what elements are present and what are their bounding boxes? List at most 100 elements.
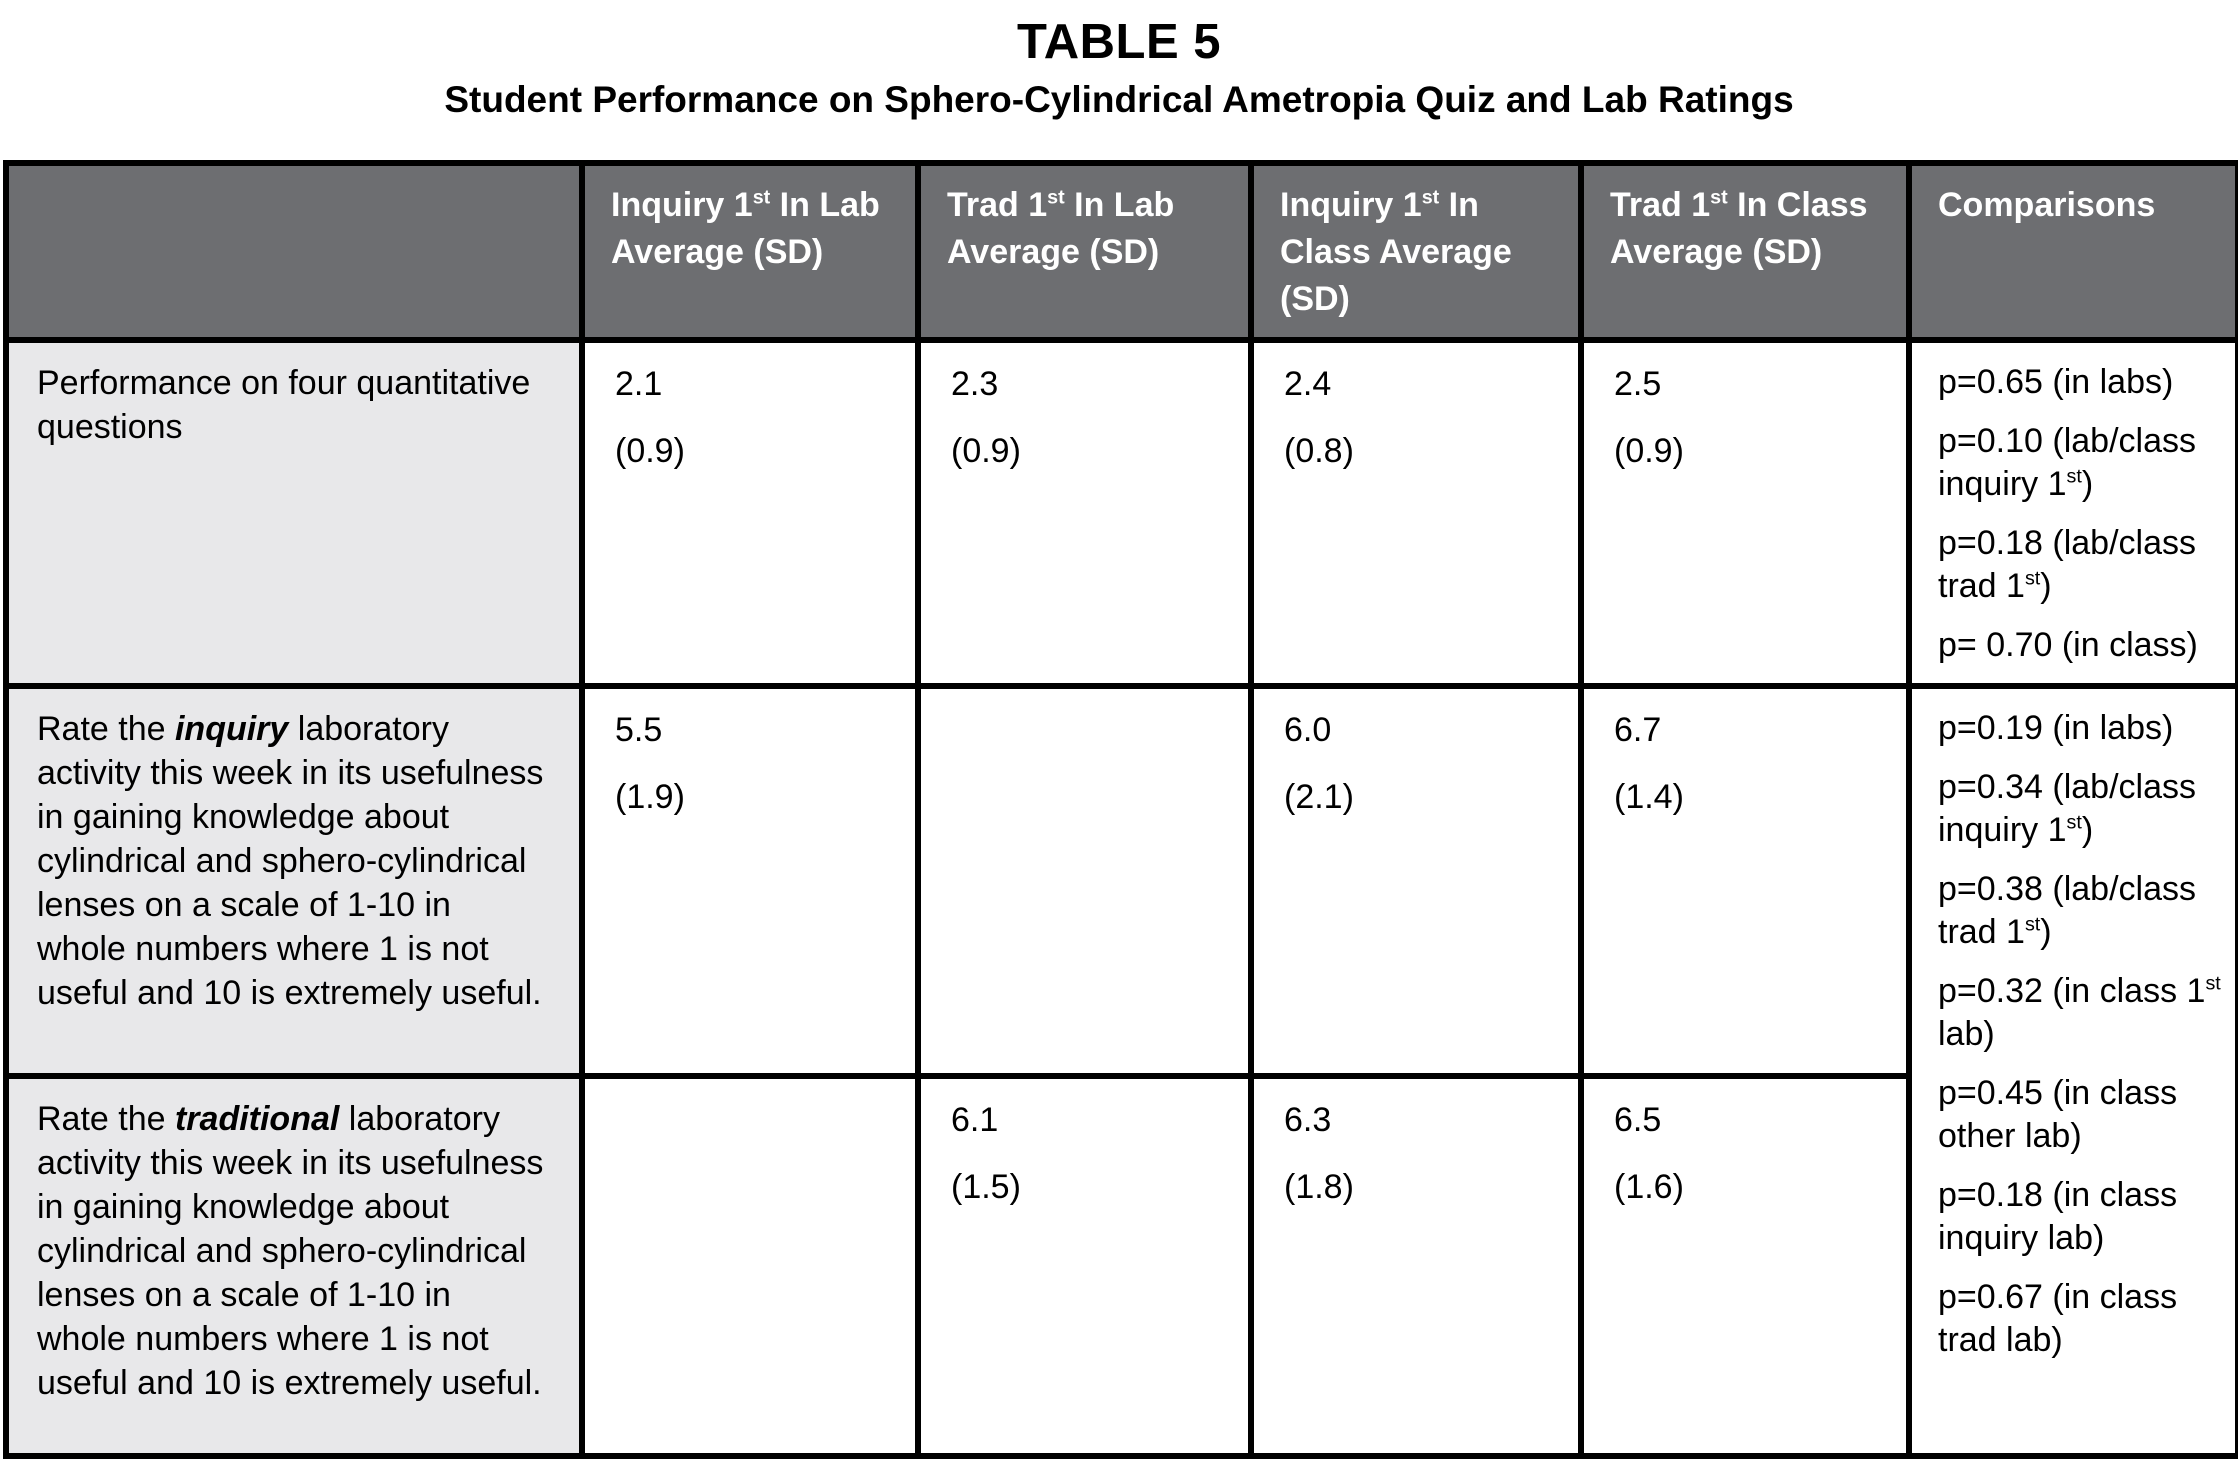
text-segment: In Lab Average (SD) — [947, 186, 1175, 271]
text-segment: laboratory activity this week in its use… — [37, 710, 544, 1012]
text-segment: Inquiry 1 — [1280, 186, 1422, 224]
text-segment: Rate the — [37, 1100, 175, 1138]
header-comparisons: Comparisons — [1906, 160, 2238, 343]
header-empty-cell — [3, 160, 585, 343]
average-value: 6.7 — [1614, 711, 1662, 749]
row-label-rate-inquiry: Rate the inquiry laboratory activity thi… — [3, 683, 585, 1079]
cell-inquiry-rating-trad-lab-empty — [915, 683, 1254, 1079]
title-block: TABLE 5 Student Performance on Sphero-Cy… — [0, 0, 2238, 122]
table-subtitle: Student Performance on Sphero-Cylindrica… — [444, 79, 1794, 120]
text-segment: In Lab Average (SD) — [611, 186, 880, 271]
header-trad-lab-avg: Trad 1st In Lab Average (SD) — [915, 160, 1254, 343]
cell-quant-inquiry-lab: 2.1 (0.9) — [579, 337, 921, 689]
text-segment: lab) — [1938, 1015, 1995, 1053]
average-value: 2.5 — [1614, 365, 1662, 403]
text-segment: p=0.18 (lab/class trad 1 — [1938, 524, 2196, 605]
text-segment: laboratory activity this week in its use… — [37, 1100, 544, 1402]
text-segment: p=0.19 (in labs) — [1938, 709, 2174, 747]
text-segment: p=0.10 (lab/class inquiry 1 — [1938, 422, 2196, 503]
text-segment: inquiry — [174, 710, 289, 748]
average-value: 5.5 — [615, 711, 663, 749]
superscript-text: st — [1047, 186, 1065, 209]
cell-trad-rating-inquiry-class: 6.3 (1.8) — [1248, 1073, 1584, 1459]
sd-value: (0.9) — [615, 432, 685, 470]
text-segment: Trad 1 — [1610, 186, 1711, 224]
text-segment: p=0.18 (in class inquiry lab) — [1938, 1176, 2178, 1257]
p-value-line: p=0.65 (in labs) — [1938, 361, 2229, 404]
text-segment: p=0.38 (lab/class trad 1 — [1938, 870, 2196, 951]
row-label-performance-quant: Performance on four quantitative questio… — [3, 337, 585, 689]
cell-quant-trad-class: 2.5 (0.9) — [1578, 337, 1912, 689]
text-segment: Performance on four quantitative questio… — [37, 364, 531, 446]
text-segment: p=0.65 (in labs) — [1938, 363, 2174, 401]
text-segment: Inquiry 1 — [611, 186, 753, 224]
cell-quant-comparisons: p=0.65 (in labs) p=0.10 (lab/class inquir… — [1906, 337, 2238, 689]
superscript-text: st — [2205, 972, 2221, 995]
row-rate-inquiry: Rate the inquiry laboratory activity thi… — [3, 683, 2238, 1459]
p-value-line: p=0.45 (in class other lab) — [1938, 1072, 2229, 1158]
average-value: 6.1 — [951, 1101, 999, 1139]
sd-value: (0.9) — [951, 432, 1021, 470]
p-value-line: p=0.10 (lab/class inquiry 1st) — [1938, 420, 2229, 506]
p-value-line: p=0.18 (in class inquiry lab) — [1938, 1174, 2229, 1260]
header-inquiry-class-avg: Inquiry 1st In Class Average (SD) — [1248, 160, 1584, 343]
row-label-rate-traditional: Rate the traditional laboratory activity… — [3, 1073, 585, 1459]
text-segment: p=0.34 (lab/class inquiry 1 — [1938, 768, 2196, 849]
cell-inquiry-rating-inquiry-lab: 5.5 (1.9) — [579, 683, 921, 1079]
superscript-text: st — [1421, 186, 1440, 209]
cell-trad-rating-trad-lab: 6.1 (1.5) — [915, 1073, 1254, 1459]
text-segment: ) — [2040, 913, 2052, 951]
cell-quant-inquiry-class: 2.4 (0.8) — [1248, 337, 1584, 689]
text-segment: Trad 1 — [947, 186, 1048, 224]
text-segment: Rate the — [37, 710, 175, 748]
superscript-text: st — [752, 186, 771, 209]
results-table: Inquiry 1st In Lab Average (SD) Trad 1st… — [3, 160, 2238, 1459]
header-inquiry-lab-avg: Inquiry 1st In Lab Average (SD) — [579, 160, 921, 343]
sd-value: (1.6) — [1614, 1168, 1684, 1206]
text-segment: traditional — [174, 1100, 340, 1138]
cell-trad-rating-inquiry-lab-empty — [579, 1073, 921, 1459]
sd-value: (1.9) — [615, 778, 685, 816]
cell-trad-rating-trad-class: 6.5 (1.6) — [1578, 1073, 1912, 1459]
superscript-text: st — [1710, 186, 1728, 209]
average-value: 6.5 — [1614, 1101, 1662, 1139]
text-segment: p=0.67 (in class trad lab) — [1938, 1278, 2178, 1359]
superscript-text: st — [2024, 913, 2041, 936]
p-value-line: p=0.19 (in labs) — [1938, 707, 2229, 750]
text-segment: Comparisons — [1938, 186, 2156, 224]
text-segment: p=0.32 (in class 1 — [1938, 972, 2206, 1010]
sd-value: (1.4) — [1614, 778, 1684, 816]
cell-ratings-comparisons-merged: p=0.19 (in labs) p=0.34 (lab/class inquir… — [1906, 683, 2238, 1459]
sd-value: (0.9) — [1614, 432, 1684, 470]
p-value-line: p=0.38 (lab/class trad 1st) — [1938, 868, 2229, 954]
p-value-line: p=0.18 (lab/class trad 1st) — [1938, 522, 2229, 608]
p-value-line: p=0.34 (lab/class inquiry 1st) — [1938, 766, 2229, 852]
average-value: 2.1 — [615, 365, 663, 403]
cell-quant-trad-lab: 2.3 (0.9) — [915, 337, 1254, 689]
table-number-title: TABLE 5 — [1016, 15, 1222, 69]
text-segment: In Class Average (SD) — [1280, 186, 1512, 318]
superscript-text: st — [2066, 465, 2082, 488]
header-trad-class-avg: Trad 1st In Class Average (SD) — [1578, 160, 1912, 343]
superscript-text: st — [2024, 567, 2041, 590]
p-value-line: p=0.67 (in class trad lab) — [1938, 1276, 2229, 1362]
average-value: 6.0 — [1284, 711, 1332, 749]
sd-value: (1.5) — [951, 1168, 1021, 1206]
row-performance-quant: Performance on four quantitative questio… — [3, 337, 2238, 689]
p-value-line: p= 0.70 (in class) — [1938, 624, 2229, 667]
header-row: Inquiry 1st In Lab Average (SD) Trad 1st… — [3, 160, 2238, 343]
text-segment: In Class Average (SD) — [1610, 186, 1868, 271]
text-segment: ) — [2081, 811, 2094, 849]
text-segment: ) — [2081, 465, 2094, 503]
cell-inquiry-rating-trad-class: 6.7 (1.4) — [1578, 683, 1912, 1079]
sd-value: (1.8) — [1284, 1168, 1354, 1206]
text-segment: p=0.45 (in class other lab) — [1938, 1074, 2178, 1155]
average-value: 2.4 — [1284, 365, 1332, 403]
cell-inquiry-rating-inquiry-class: 6.0 (2.1) — [1248, 683, 1584, 1079]
sd-value: (0.8) — [1284, 432, 1354, 470]
average-value: 2.3 — [951, 365, 999, 403]
text-segment: p= 0.70 (in class) — [1938, 626, 2198, 664]
row-rate-traditional: Rate the traditional laboratory activity… — [3, 1073, 2238, 1459]
p-value-line: p=0.32 (in class 1st lab) — [1938, 970, 2229, 1056]
sd-value: (2.1) — [1284, 778, 1354, 816]
